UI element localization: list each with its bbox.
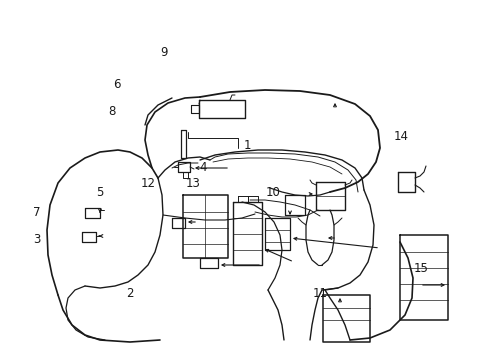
Text: 6: 6 [113, 78, 121, 91]
Text: 2: 2 [125, 287, 133, 300]
Text: 15: 15 [413, 262, 428, 275]
Text: 13: 13 [185, 177, 200, 190]
Text: 10: 10 [265, 186, 280, 199]
Text: 11: 11 [312, 287, 327, 300]
Text: 8: 8 [107, 105, 115, 118]
Text: 3: 3 [33, 233, 41, 246]
Text: 5: 5 [96, 186, 104, 199]
Text: 1: 1 [243, 139, 250, 152]
Text: 14: 14 [393, 130, 407, 143]
Text: 12: 12 [140, 177, 155, 190]
Text: 4: 4 [199, 161, 206, 174]
Text: 7: 7 [33, 206, 41, 219]
Text: 9: 9 [160, 46, 167, 59]
